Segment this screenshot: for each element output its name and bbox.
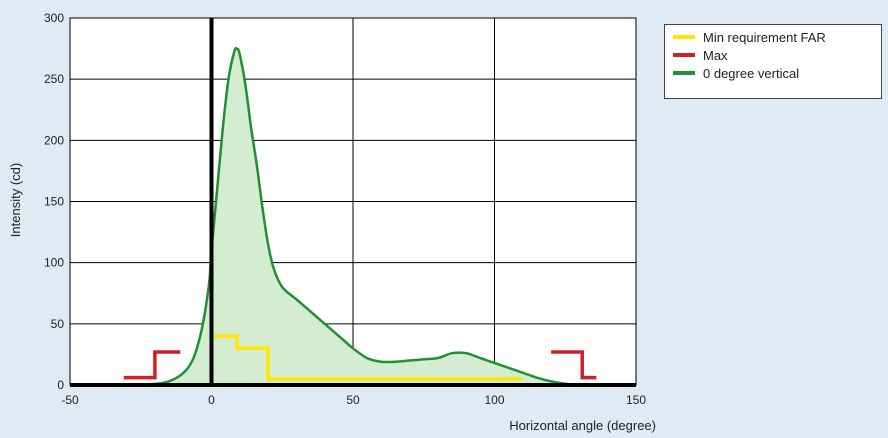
area-fills [140, 48, 580, 385]
series-fill-0-degree-vertical [140, 48, 580, 385]
legend: Min requirement FAR Max 0 degree vertica… [664, 24, 882, 99]
legend-item-min-requirement: Min requirement FAR [673, 28, 873, 46]
y-tick-label-0: 0 [57, 378, 64, 392]
y-tick-label-200: 200 [44, 133, 64, 147]
x-tick-label-150: 150 [626, 393, 646, 407]
axes [69, 17, 637, 387]
x-tick-label--50: -50 [61, 393, 79, 407]
legend-item-0-degree-vertical: 0 degree vertical [673, 64, 873, 82]
y-axis-title: Intensity (cd) [8, 163, 23, 237]
x-axis-title: Horizontal angle (degree) [509, 418, 656, 433]
legend-label-min-requirement: Min requirement FAR [703, 29, 826, 45]
series-line-0-degree-vertical [140, 46, 580, 387]
legend-swatch-max [673, 53, 695, 57]
y-tick-label-150: 150 [44, 195, 64, 209]
x-tick-label-50: 50 [346, 393, 360, 407]
legend-item-max: Max [673, 46, 873, 64]
legend-swatch-0-degree-vertical [673, 71, 695, 75]
series-line-min-requirement-far [211, 334, 523, 381]
y-tick-label-250: 250 [44, 72, 64, 86]
series-line-max-segment-1 [123, 350, 181, 380]
series-line-max-segment-2 [551, 350, 597, 380]
y-tick-label-50: 50 [51, 317, 65, 331]
y-tick-label-100: 100 [44, 256, 64, 270]
series-lines [123, 46, 597, 387]
plot-border [69, 17, 637, 386]
x-tick-label-0: 0 [208, 393, 215, 407]
y-tick-label-300: 300 [44, 11, 64, 25]
legend-label-max: Max [703, 47, 728, 63]
x-tick-label-100: 100 [484, 393, 504, 407]
legend-label-0-degree-vertical: 0 degree vertical [703, 65, 800, 81]
legend-swatch-min-requirement [673, 35, 695, 39]
